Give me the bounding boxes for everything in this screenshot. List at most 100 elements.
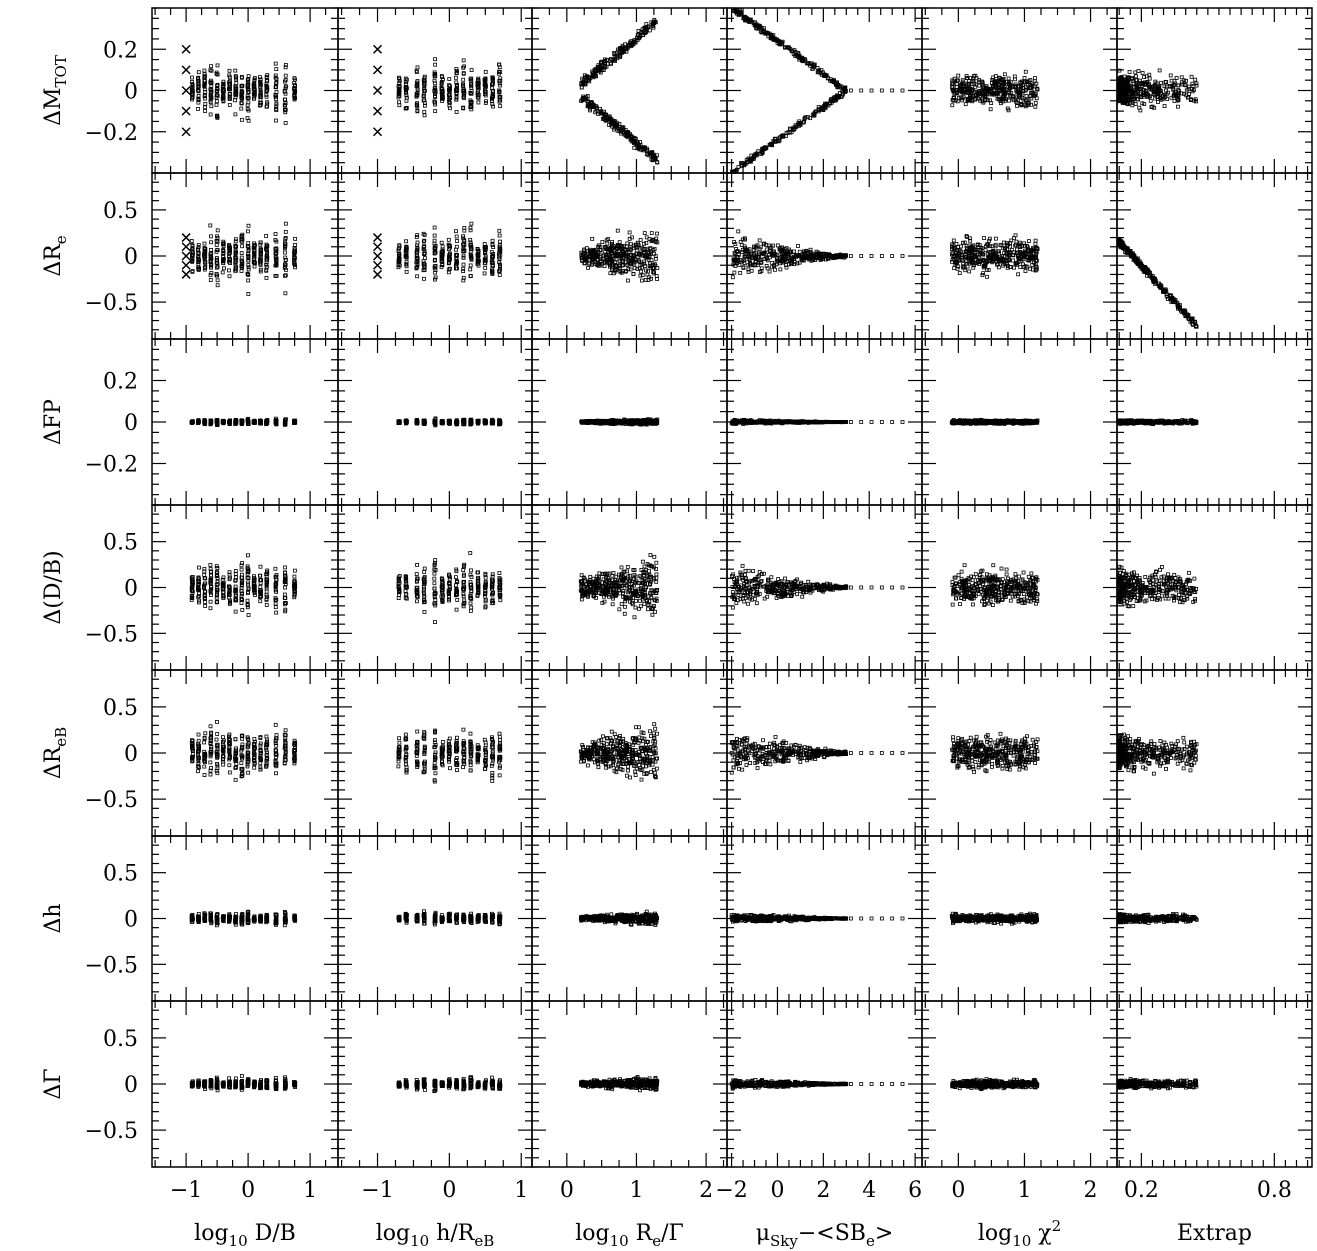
cross-marker — [372, 127, 383, 137]
data-point — [440, 96, 445, 101]
data-point — [644, 25, 649, 30]
data-point — [415, 91, 420, 95]
data-point — [252, 264, 257, 269]
data-point — [764, 247, 769, 252]
data-point — [209, 68, 214, 73]
data-point — [483, 92, 487, 96]
data-point — [498, 104, 503, 109]
cross-marker — [372, 269, 383, 279]
data-point — [447, 86, 452, 91]
data-point — [239, 269, 244, 273]
data-point — [214, 102, 219, 107]
data-point — [1165, 97, 1170, 101]
data-point — [208, 68, 213, 73]
data-point — [625, 135, 630, 140]
data-point — [245, 94, 250, 99]
data-point — [208, 223, 213, 228]
panel-r0-c4 — [921, 7, 1118, 174]
data-point — [196, 70, 201, 75]
data-point — [414, 103, 419, 108]
data-point — [221, 84, 226, 89]
data-point — [1016, 272, 1021, 277]
data-point — [202, 94, 207, 99]
data-point — [468, 77, 473, 82]
data-point — [190, 86, 195, 91]
data-point — [209, 104, 214, 109]
data-point — [455, 69, 459, 73]
data-point — [640, 148, 645, 153]
data-point — [621, 49, 626, 53]
data-point — [607, 123, 611, 127]
data-point — [274, 77, 279, 81]
data-point — [209, 247, 213, 252]
data-point — [246, 291, 251, 296]
data-point — [282, 97, 287, 102]
data-point — [209, 64, 213, 69]
data-point — [448, 84, 452, 89]
data-point — [397, 76, 402, 81]
data-point — [190, 91, 195, 96]
data-point — [1027, 239, 1031, 244]
data-point — [397, 79, 402, 84]
data-point — [283, 110, 288, 115]
panel-frame — [151, 172, 339, 340]
y-tick-label: −0.5 — [85, 291, 138, 316]
data-point — [1193, 77, 1198, 82]
data-point — [642, 26, 647, 30]
data-point — [196, 88, 201, 93]
data-point — [283, 79, 287, 84]
data-point — [619, 128, 624, 132]
data-point — [590, 236, 595, 241]
data-point — [404, 98, 409, 103]
data-point — [196, 84, 201, 89]
data-point — [283, 291, 288, 296]
data-point — [585, 99, 590, 104]
y-tick-label: 0.2 — [103, 38, 138, 63]
data-point — [202, 72, 207, 76]
data-point — [497, 90, 502, 95]
data-point — [1136, 69, 1141, 73]
data-point — [900, 254, 905, 258]
data-point — [612, 124, 617, 129]
data-point — [397, 100, 401, 105]
data-point — [396, 75, 401, 80]
data-point — [203, 81, 207, 86]
data-point — [274, 67, 279, 72]
data-point — [454, 229, 458, 234]
data-point — [767, 269, 772, 274]
data-point — [233, 98, 237, 103]
data-point — [638, 142, 643, 147]
data-point — [497, 69, 501, 74]
data-point — [432, 89, 437, 93]
data-point — [1033, 104, 1038, 109]
data-point — [190, 96, 194, 100]
data-point — [214, 99, 219, 104]
data-point — [587, 79, 592, 84]
data-point — [1007, 98, 1011, 103]
data-point — [403, 106, 408, 111]
data-point — [264, 74, 269, 79]
data-point — [233, 112, 238, 117]
data-point — [637, 35, 642, 40]
data-point — [1148, 98, 1153, 103]
data-point — [730, 275, 735, 280]
data-point — [228, 91, 232, 96]
cross-marker — [181, 85, 191, 96]
data-point — [859, 88, 864, 93]
data-point — [220, 86, 225, 91]
data-point — [490, 238, 495, 243]
data-point — [228, 87, 232, 92]
data-point — [404, 85, 408, 90]
data-point — [454, 91, 459, 96]
data-point — [468, 100, 473, 105]
data-point — [447, 77, 452, 81]
panel-frame — [531, 7, 728, 174]
data-point — [265, 100, 269, 105]
data-point — [482, 271, 487, 276]
data-point — [655, 160, 660, 165]
data-point — [293, 243, 298, 247]
data-point — [1023, 269, 1028, 273]
data-point — [234, 75, 239, 80]
data-point — [650, 151, 654, 156]
data-point — [293, 84, 297, 89]
